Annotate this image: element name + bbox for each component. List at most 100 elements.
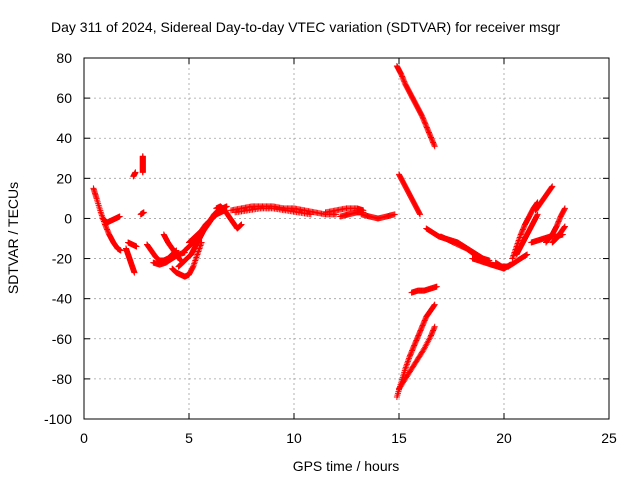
data-point-interp [400,77,407,84]
data-point [549,183,556,190]
data-point-interp [424,125,431,132]
data-point-interp [431,324,438,331]
data-point [417,211,423,218]
data-point-interp [561,206,568,213]
data-point [433,283,440,290]
data-point-interp [555,218,562,225]
series-arc-7 [137,209,147,218]
data-point [561,205,568,212]
data-point-interp [424,126,431,133]
data-point-interp [421,318,428,325]
data-point-interp [237,221,244,228]
y-tick-label: 0 [64,210,72,226]
y-tick-label: -80 [52,371,72,387]
data-point [524,251,531,258]
y-axis-label: SDTVAR / TECUs [5,182,21,294]
series-arc-20 [358,211,398,222]
data-point-interp [556,215,563,222]
data-point [423,123,430,130]
data-point-interp [237,222,244,229]
data-point-interp [422,120,429,127]
data-point [132,169,139,176]
data-point-interp [420,319,427,326]
series-arc-35 [549,223,568,246]
data-point-interp [430,139,437,146]
data-point [517,231,524,238]
data-point-interp [103,225,110,232]
data-point-interp [426,131,433,138]
series-arc-32 [532,183,556,214]
data-point [431,323,438,330]
data-point-interp [407,352,414,359]
data-point-interp [520,223,527,230]
data-point-interp [189,264,196,271]
series-arc-21 [393,63,438,150]
data-point-interp [407,351,414,358]
series-arc-11 [169,239,205,280]
data-point [131,269,138,276]
y-tick-label: 20 [56,170,72,186]
data-point-interp [418,326,425,333]
data-point-interp [399,74,406,81]
data-point [414,333,421,340]
data-point-interp [400,76,407,83]
data-point-interp [429,138,436,145]
x-tick-label: 0 [80,430,88,446]
data-point-interp [426,130,433,137]
data-point-interp [518,228,525,235]
series-arc-10 [160,231,184,264]
data-point-interp [430,140,437,147]
data-point [133,243,140,250]
series-arc-24 [396,323,438,392]
x-axis-label: GPS time / hours [293,458,400,474]
data-point [431,143,438,150]
data-point [427,333,434,340]
data-point [223,203,230,210]
data-point-interp [421,118,428,125]
series-arc-34 [543,205,568,246]
data-point-interp [554,220,561,227]
data-point-interp [431,141,438,148]
y-tick-label: -20 [52,251,72,267]
data-point-interp [417,327,424,334]
x-tick-label: 25 [601,430,617,446]
y-tick-label: 80 [56,50,72,66]
data-point [140,209,147,216]
x-tick-label: 15 [391,430,407,446]
data-point-interp [428,135,435,142]
x-tick-label: 20 [496,430,512,446]
data-point-interp [413,336,420,343]
data-point-interp [419,322,426,329]
plot-frame [83,57,610,420]
data-point-interp [429,328,436,335]
data-point-interp [429,136,436,143]
data-point-interp [421,317,428,324]
data-point-interp [431,302,438,309]
data-point-interp [534,212,541,219]
data-point-interp [417,328,423,335]
data-point [534,211,541,218]
data-point-interp [409,346,416,353]
data-point-interp [420,115,427,122]
series-arc-22 [396,171,423,218]
data-point-interp [408,350,415,357]
chart-title: Day 311 of 2024, Sidereal Day-to-day VTE… [51,19,560,35]
data-point [139,153,146,160]
grid-layer [84,58,609,419]
data-point-interp [413,337,420,344]
data-point-interp [416,210,423,217]
data-point-interp [556,217,563,224]
data-point-interp [519,226,526,233]
data-point-interp [104,227,111,234]
series-arc-25 [408,283,440,296]
data-point-interp [554,222,561,229]
y-tick-label: 40 [56,130,72,146]
series-arc-5 [130,169,139,180]
data-point-interp [428,331,435,338]
data-point-interp [555,219,562,226]
data-point-interp [414,335,421,342]
data-point-interp [428,332,435,339]
series-arc-29 [492,251,531,270]
series-arc-6 [139,153,146,176]
data-point-interp [415,331,422,338]
